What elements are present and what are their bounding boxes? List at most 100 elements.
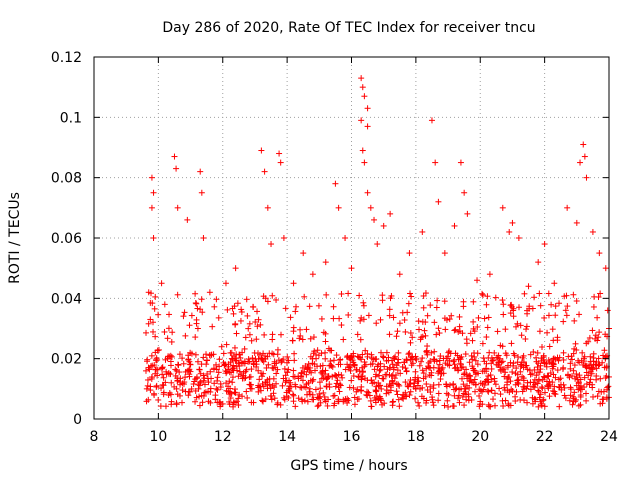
data-point <box>250 361 257 368</box>
data-point <box>216 399 223 406</box>
data-point <box>377 397 384 404</box>
data-point <box>192 398 199 405</box>
data-point <box>549 326 556 333</box>
data-point <box>142 367 149 374</box>
data-point <box>586 334 593 341</box>
data-point <box>401 317 408 324</box>
data-point <box>561 392 568 399</box>
data-point <box>531 384 538 391</box>
data-point <box>408 354 415 361</box>
data-point <box>497 342 504 349</box>
data-point <box>504 379 511 386</box>
data-point <box>396 382 403 389</box>
data-point <box>442 360 449 367</box>
data-point <box>483 334 490 341</box>
data-point <box>319 367 326 374</box>
data-point <box>458 364 465 371</box>
data-point <box>583 397 590 404</box>
data-point <box>502 350 509 357</box>
data-point <box>174 204 181 211</box>
data-point <box>571 317 578 324</box>
data-point <box>340 336 347 343</box>
data-point <box>394 367 401 374</box>
data-point <box>278 359 285 366</box>
data-point <box>182 332 189 339</box>
data-point <box>555 357 562 364</box>
data-point <box>303 326 310 333</box>
data-point <box>340 396 347 403</box>
data-point <box>479 290 486 297</box>
data-point <box>155 311 162 318</box>
data-point <box>388 384 395 391</box>
data-point <box>348 377 355 384</box>
data-point <box>538 400 545 407</box>
data-point <box>524 383 531 390</box>
data-points <box>142 75 612 410</box>
data-point <box>198 392 205 399</box>
x-tick-label: 22 <box>536 429 554 445</box>
data-point <box>223 341 230 348</box>
data-point <box>364 350 371 357</box>
data-point <box>571 389 578 396</box>
data-point <box>203 351 210 358</box>
data-point <box>144 382 151 389</box>
data-point <box>491 349 498 356</box>
data-point <box>144 376 151 383</box>
data-point <box>568 356 575 363</box>
data-point <box>445 391 452 398</box>
data-point <box>389 399 396 406</box>
data-point <box>301 397 308 404</box>
data-point <box>148 204 155 211</box>
data-point <box>407 388 414 395</box>
data-point <box>333 373 340 380</box>
data-point <box>205 379 212 386</box>
data-point <box>373 320 380 327</box>
data-point <box>402 328 409 335</box>
data-point <box>192 300 199 307</box>
data-point <box>241 345 248 352</box>
data-point <box>418 358 425 365</box>
data-point <box>151 305 158 312</box>
data-point <box>590 303 597 310</box>
data-point <box>542 389 549 396</box>
data-point <box>435 325 442 332</box>
data-point <box>603 373 610 380</box>
data-point <box>514 377 521 384</box>
data-point <box>575 386 582 393</box>
data-point <box>554 367 561 374</box>
data-point <box>448 312 455 319</box>
data-point <box>589 228 596 235</box>
data-point <box>453 385 460 392</box>
data-point <box>331 392 338 399</box>
data-point <box>285 357 292 364</box>
data-point <box>459 393 466 400</box>
data-point <box>314 394 321 401</box>
data-point <box>297 384 304 391</box>
data-point <box>276 150 283 157</box>
data-point <box>237 354 244 361</box>
data-point <box>322 330 329 337</box>
data-point <box>601 347 608 354</box>
data-point <box>192 376 199 383</box>
data-point <box>270 365 277 372</box>
data-point <box>301 293 308 300</box>
data-point <box>219 400 226 407</box>
data-point <box>550 337 557 344</box>
data-point <box>524 366 531 373</box>
data-point <box>273 296 280 303</box>
data-point <box>463 340 470 347</box>
data-point <box>437 353 444 360</box>
data-point <box>419 367 426 374</box>
data-point <box>193 394 200 401</box>
data-point <box>579 349 586 356</box>
data-point <box>510 350 517 357</box>
data-point <box>263 364 270 371</box>
data-point <box>354 386 361 393</box>
data-point <box>199 309 206 316</box>
data-point <box>576 385 583 392</box>
data-point <box>260 370 267 377</box>
data-point <box>564 303 571 310</box>
data-point <box>434 297 441 304</box>
data-point <box>456 323 463 330</box>
y-tick-label: 0.1 <box>60 110 82 126</box>
